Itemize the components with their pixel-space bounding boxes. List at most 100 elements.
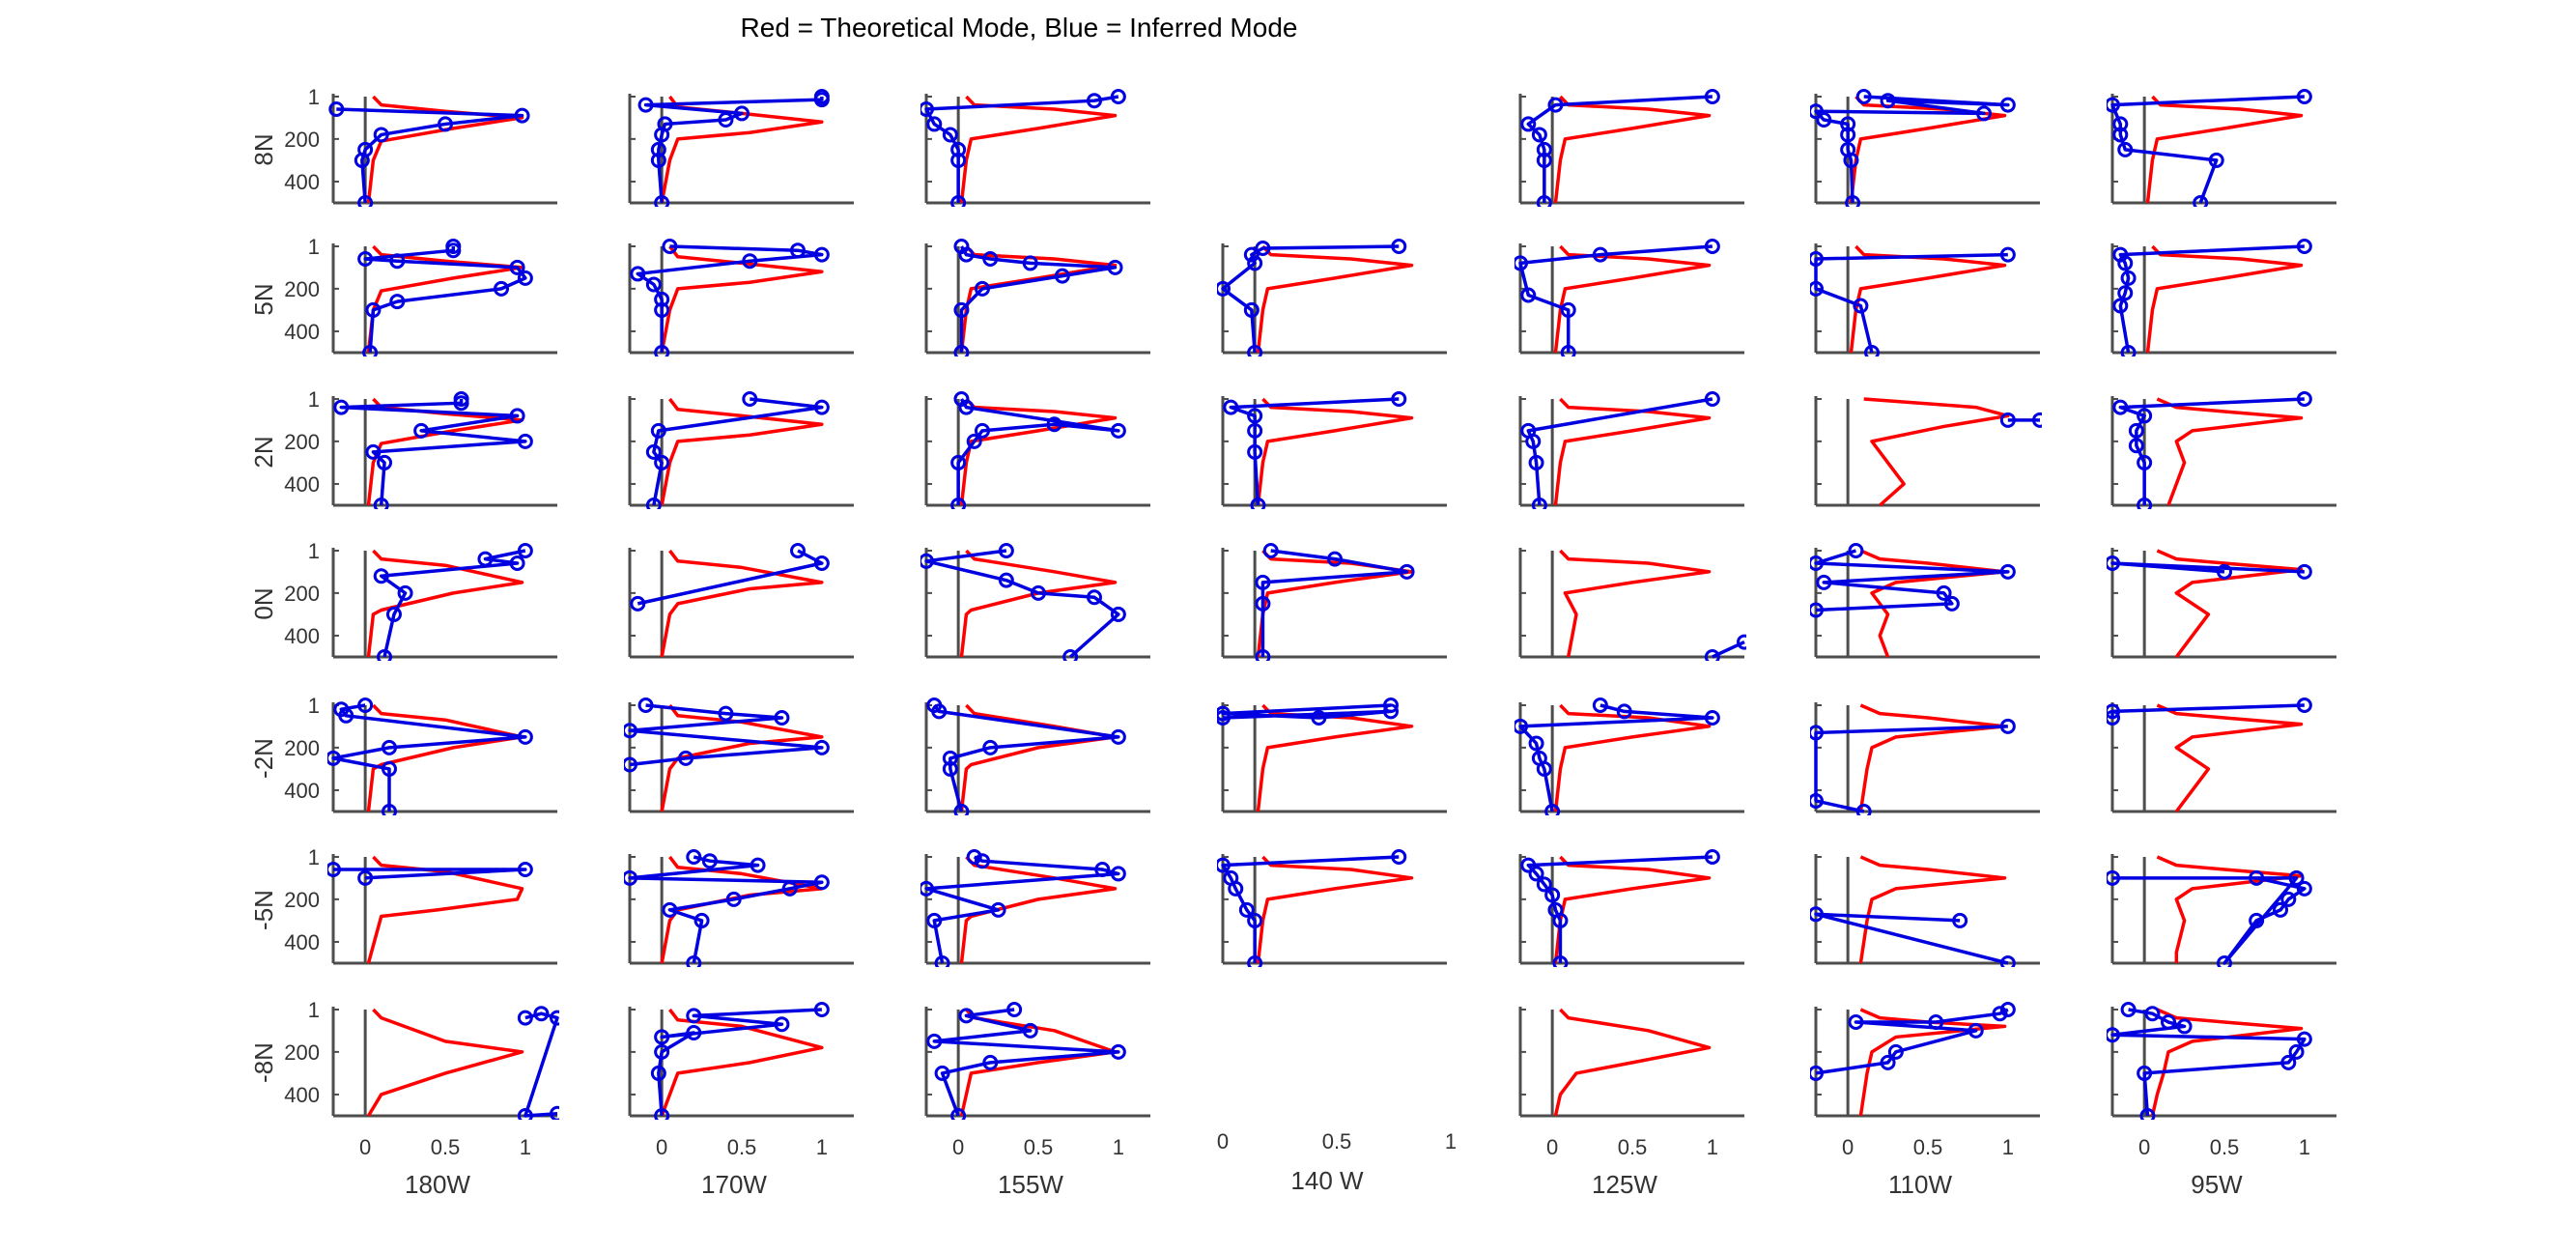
panel-8n-170w xyxy=(628,89,854,207)
inferred-mode-point xyxy=(333,399,350,415)
inferred-mode-point xyxy=(725,891,742,907)
panel-m8n-140w: 0 0.5 1 140 W xyxy=(1217,1129,1457,1195)
panel-m2n-95w xyxy=(2107,698,2336,813)
inferred-mode-point xyxy=(2112,399,2129,415)
panel-5n-170w xyxy=(628,239,854,356)
inferred-mode-point xyxy=(445,242,462,259)
inferred-mode-point xyxy=(1228,880,1244,897)
inferred-mode-point xyxy=(926,116,943,132)
inferred-mode-point xyxy=(2107,97,2120,113)
inferred-mode-point xyxy=(630,266,646,282)
y-tick-label: 400 xyxy=(284,320,320,344)
inferred-mode-point xyxy=(2249,869,2265,886)
theoretical-mode-line xyxy=(660,397,824,506)
theoretical-mode-line xyxy=(2156,549,2304,659)
inferred-mode-point xyxy=(686,1025,702,1041)
panel-m5n-125w xyxy=(1518,849,1744,967)
inferred-mode-point xyxy=(950,498,967,509)
inferred-mode-point xyxy=(1999,1002,2016,1017)
row-label: -2N xyxy=(249,738,278,779)
inferred-mode-point xyxy=(1704,849,1720,865)
inferred-mode-point xyxy=(1217,710,1231,726)
inferred-mode-point xyxy=(998,543,1014,558)
inferred-mode-point xyxy=(1928,1014,1944,1031)
x-tick-label: 0 xyxy=(1546,1135,1558,1159)
inferred-mode-point xyxy=(1936,584,1952,601)
inferred-mode-point xyxy=(357,251,374,268)
inferred-mode-point xyxy=(362,345,379,356)
inferred-mode-point xyxy=(624,723,637,739)
inferred-mode-point xyxy=(966,433,982,449)
inferred-mode-point xyxy=(742,253,758,270)
panel-2n-110w xyxy=(1814,396,2042,507)
inferred-mode-point xyxy=(1391,849,1407,865)
inferred-mode-point xyxy=(1992,1006,2008,1022)
inferred-mode-point xyxy=(1255,595,1271,612)
inferred-mode-point xyxy=(1514,255,1528,271)
inferred-mode-point xyxy=(1110,422,1126,439)
inferred-mode-point xyxy=(477,551,494,567)
inferred-mode-point xyxy=(1531,127,1547,143)
theoretical-mode-line xyxy=(1849,244,2007,354)
inferred-mode-point xyxy=(2296,563,2312,580)
inferred-mode-point xyxy=(958,1008,975,1024)
inferred-mode-point xyxy=(686,955,702,967)
x-tick-label: 1 xyxy=(520,1135,531,1159)
inferred-mode-point xyxy=(550,1105,559,1120)
panel-2n-170w xyxy=(628,391,854,509)
theoretical-mode-line xyxy=(1553,95,1712,204)
panel-m5n-180w: 1 200 400-5N xyxy=(249,845,557,965)
y-tick-label: 1 xyxy=(308,694,320,718)
inferred-mode-point xyxy=(1383,703,1399,720)
panel-0n-110w xyxy=(1810,543,2040,659)
inferred-mode-point xyxy=(975,853,990,869)
inferred-mode-point xyxy=(517,1010,533,1026)
inferred-mode-point xyxy=(2112,127,2129,143)
theoretical-mode-line xyxy=(1859,549,2007,658)
column-label: 155W xyxy=(998,1170,1063,1199)
theoretical-mode-line xyxy=(959,703,1118,812)
inferred-mode-point xyxy=(1243,246,1260,263)
inferred-mode-point xyxy=(624,756,637,773)
inferred-mode-point xyxy=(2208,152,2224,168)
panel-2n-140w xyxy=(1221,391,1447,509)
inferred-mode-point xyxy=(654,301,670,318)
x-tick-label: 0 xyxy=(2138,1135,2150,1159)
inferred-mode-point xyxy=(718,705,734,722)
inferred-mode-point xyxy=(953,345,970,356)
inferred-mode-point xyxy=(790,543,806,558)
inferred-mode-point xyxy=(517,270,533,286)
inferred-mode-line xyxy=(2110,561,2305,574)
panel-0n-140w xyxy=(1221,543,1447,661)
inferred-mode-point xyxy=(328,101,345,118)
inferred-mode-point xyxy=(2112,116,2129,132)
inferred-mode-point xyxy=(742,391,758,407)
inferred-mode-point xyxy=(357,195,374,207)
y-tick-label: 400 xyxy=(284,170,320,194)
inferred-mode-point xyxy=(1864,345,1880,356)
inferred-mode-point xyxy=(734,105,750,122)
inferred-mode-line xyxy=(1260,549,1409,657)
inferred-mode-point xyxy=(1855,804,1872,815)
inferred-mode-point xyxy=(1255,240,1271,256)
panel-m8n-155w: 0 0.5 1 155W xyxy=(924,1002,1150,1199)
inferred-mode-line xyxy=(1814,252,2008,354)
inferred-mode-point xyxy=(2161,1014,2176,1031)
theoretical-mode-line xyxy=(366,95,524,204)
x-tick-label: 0.5 xyxy=(431,1135,461,1159)
inferred-mode-point xyxy=(2193,195,2209,207)
inferred-mode-point xyxy=(1704,391,1720,407)
x-tick-label: 0.5 xyxy=(1024,1135,1054,1159)
x-tick-label: 0 xyxy=(656,1135,667,1159)
inferred-mode-point xyxy=(1243,301,1260,318)
inferred-mode-line xyxy=(333,868,527,880)
inferred-mode-point xyxy=(517,543,533,558)
theoretical-mode-line xyxy=(1858,1008,2007,1117)
y-tick-label: 400 xyxy=(284,624,320,648)
inferred-mode-point xyxy=(1110,1043,1126,1060)
inferred-mode-point xyxy=(517,1108,533,1120)
inferred-mode-point xyxy=(950,141,967,157)
inferred-mode-point xyxy=(813,92,830,108)
inferred-mode-line xyxy=(1815,1008,2009,1075)
inferred-mode-point xyxy=(2107,555,2120,572)
